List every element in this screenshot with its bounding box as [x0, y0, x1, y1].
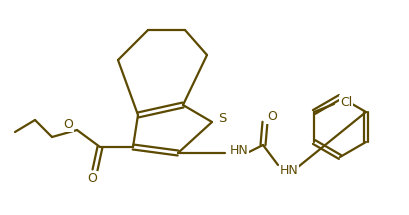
Text: O: O — [63, 118, 73, 131]
Text: HN: HN — [279, 163, 298, 177]
Text: O: O — [87, 172, 97, 184]
Text: O: O — [266, 109, 276, 123]
Text: S: S — [217, 112, 226, 124]
Text: HN: HN — [229, 144, 248, 158]
Text: Cl: Cl — [339, 95, 351, 109]
